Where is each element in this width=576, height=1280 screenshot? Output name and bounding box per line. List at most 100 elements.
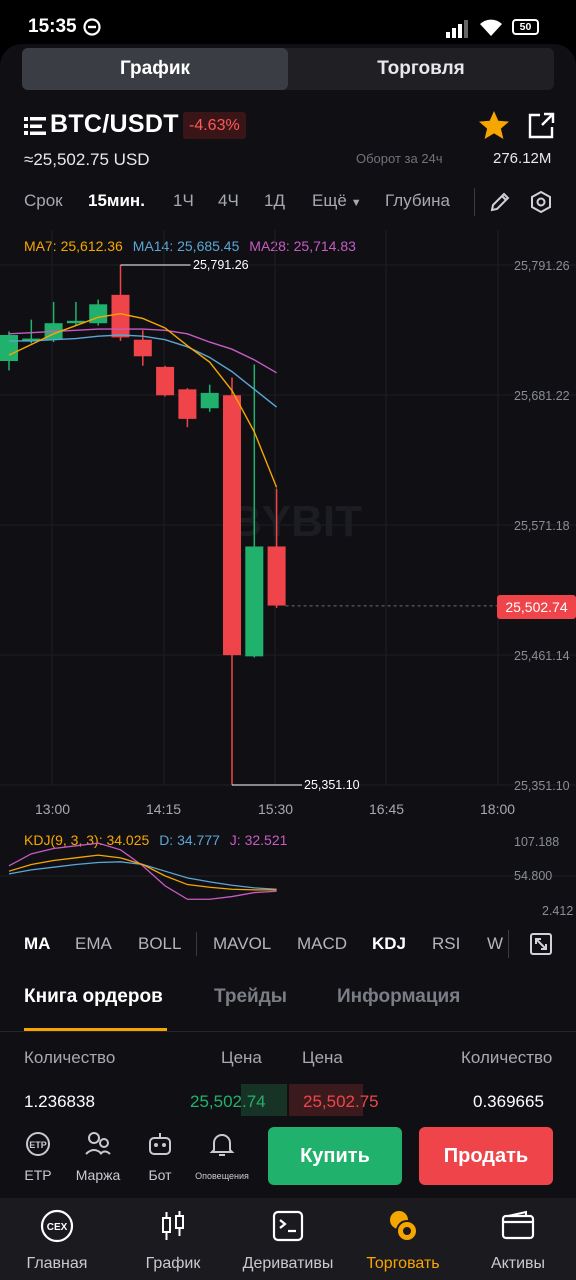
indicator-w[interactable]: W xyxy=(487,934,504,953)
tab-info[interactable]: Информация xyxy=(337,986,461,1007)
nav-chart[interactable]: График xyxy=(118,1208,228,1273)
quicklink-etp[interactable]: ETP ETP xyxy=(8,1130,68,1183)
nav-label: График xyxy=(145,1255,201,1272)
timeframe-more-label: Ещё xyxy=(312,191,347,210)
indicator-boll[interactable]: BOLL xyxy=(138,934,182,953)
kdj-legend: KDJ(9, 3, 3): 34.025 D: 34.777 J: 32.521 xyxy=(24,832,287,848)
x-tick-label: 14:15 xyxy=(146,801,182,817)
candles-icon xyxy=(162,1211,184,1240)
fullscreen-icon[interactable] xyxy=(529,932,553,956)
nav-trade[interactable]: Торговать xyxy=(348,1208,458,1273)
share-icon[interactable] xyxy=(527,112,555,140)
ask-qty[interactable]: 0.369665 xyxy=(473,1092,544,1111)
ma14-value: MA14: 25,685.45 xyxy=(132,238,240,254)
candle-body xyxy=(133,339,152,357)
usd-price: ≈25,502.75 USD xyxy=(24,150,150,169)
active-tab-indicator xyxy=(24,1028,167,1031)
nav-home[interactable]: CEX Главная xyxy=(2,1208,112,1273)
change-badge: -4.63% xyxy=(183,112,246,139)
kdj-y-tick: 107.188 xyxy=(514,835,560,849)
ask-depth-bar xyxy=(289,1084,363,1116)
candle-body xyxy=(178,389,197,419)
signal-icon xyxy=(446,20,468,38)
nav-label: Деривативы xyxy=(242,1255,334,1272)
tab-orderbook[interactable]: Книга ордеров xyxy=(24,986,163,1007)
svg-text:ETP: ETP xyxy=(29,1140,47,1150)
x-tick-label: 15:30 xyxy=(258,801,294,817)
volume-label: Оборот за 24ч xyxy=(356,151,443,166)
y-tick-label: 25,571.18 xyxy=(514,519,570,533)
trade-icon xyxy=(390,1211,418,1242)
quicklink-alerts[interactable]: Оповещения xyxy=(192,1130,252,1181)
ma7-line xyxy=(8,313,278,488)
quicklink-bot[interactable]: Бот xyxy=(130,1130,190,1183)
kdj-chart[interactable] xyxy=(0,826,576,922)
indicator-mavol[interactable]: MAVOL xyxy=(213,934,272,953)
settings-icon[interactable] xyxy=(529,190,553,214)
y-tick-label: 25,461.14 xyxy=(514,649,570,663)
indicator-kdj[interactable]: KDJ xyxy=(372,934,407,953)
x-tick-label: 13:00 xyxy=(35,801,71,817)
pair-title[interactable]: BTC/USDT xyxy=(50,110,179,138)
nav-label: Торговать xyxy=(366,1255,440,1272)
ma-legend: MA7: 25,612.36 MA14: 25,685.45 MA28: 25,… xyxy=(24,238,356,254)
indicator-macd[interactable]: MACD xyxy=(297,934,348,953)
pencil-icon[interactable] xyxy=(488,190,512,214)
x-tick-label: 16:45 xyxy=(369,801,405,817)
timeframe-15m[interactable]: 15мин. xyxy=(88,191,145,210)
header-price-bid: Цена xyxy=(221,1048,262,1067)
buy-button[interactable]: Купить xyxy=(268,1127,402,1185)
quicklink-margin[interactable]: Маржа xyxy=(68,1130,128,1183)
bell-icon xyxy=(209,1134,235,1156)
timeframe-more[interactable]: Ещё ▼ xyxy=(312,191,362,211)
favorite-star-icon[interactable] xyxy=(478,110,510,140)
menu-icon[interactable] xyxy=(24,116,46,136)
etp-icon: ETP xyxy=(26,1132,50,1156)
bot-icon xyxy=(149,1133,171,1155)
wallet-icon xyxy=(501,1210,535,1240)
nav-label: Активы xyxy=(490,1255,546,1272)
timeframe-1d[interactable]: 1Д xyxy=(264,191,285,210)
kdj-d-value: D: 34.777 xyxy=(159,832,220,848)
header-qty-bid: Количество xyxy=(24,1048,116,1067)
candlestick-chart[interactable]: BYBIT xyxy=(0,230,576,820)
bid-depth-bar xyxy=(241,1084,287,1116)
nav-derivatives[interactable]: Деривативы xyxy=(233,1208,343,1273)
ma28-line xyxy=(8,328,277,374)
timeframe-1h[interactable]: 1Ч xyxy=(173,191,194,210)
quicklink-label: Оповещения xyxy=(195,1171,249,1181)
derivatives-icon xyxy=(272,1210,304,1242)
tab-chart[interactable]: График xyxy=(22,48,288,90)
nav-assets[interactable]: Активы xyxy=(463,1208,573,1273)
indicator-ma[interactable]: MA xyxy=(24,934,51,953)
timeframe-depth[interactable]: Глубина xyxy=(385,191,450,210)
sell-button[interactable]: Продать xyxy=(419,1127,553,1185)
tab-trade[interactable]: Торговля xyxy=(377,58,465,79)
y-tick-label: 25,791.26 xyxy=(514,259,570,273)
tab-trades[interactable]: Трейды xyxy=(214,986,288,1007)
low-marker-label: 25,351.10 xyxy=(304,778,360,792)
kdj-y-tick: 2.412 xyxy=(542,904,574,918)
candle-body xyxy=(245,546,264,657)
bid-price[interactable]: 25,502.74 xyxy=(190,1092,266,1111)
indicator-rsi[interactable]: RSI xyxy=(432,934,461,953)
quicklink-label: Бот xyxy=(148,1167,172,1183)
divider xyxy=(508,930,509,958)
status-bar: 15:35 50 xyxy=(0,0,576,44)
main-card xyxy=(0,44,576,1280)
timeframe-4h[interactable]: 4Ч xyxy=(218,191,239,210)
status-time: 15:35 xyxy=(28,16,77,37)
battery-icon: 50 xyxy=(512,19,539,35)
bid-qty[interactable]: 1.236838 xyxy=(24,1092,95,1111)
header-price-ask: Цена xyxy=(302,1048,343,1067)
y-tick-label: 25,351.10 xyxy=(514,779,570,793)
candle-body xyxy=(66,320,85,324)
quicklink-label: Маржа xyxy=(75,1167,121,1183)
indicator-ema[interactable]: EMA xyxy=(75,934,112,953)
divider xyxy=(196,932,197,956)
kdj-j-value: J: 32.521 xyxy=(229,832,288,848)
kdj-y-tick: 54.800 xyxy=(514,869,553,883)
timeframe-period[interactable]: Срок xyxy=(24,191,63,210)
candle-body xyxy=(0,335,18,361)
ask-price[interactable]: 25,502.75 xyxy=(303,1092,379,1111)
